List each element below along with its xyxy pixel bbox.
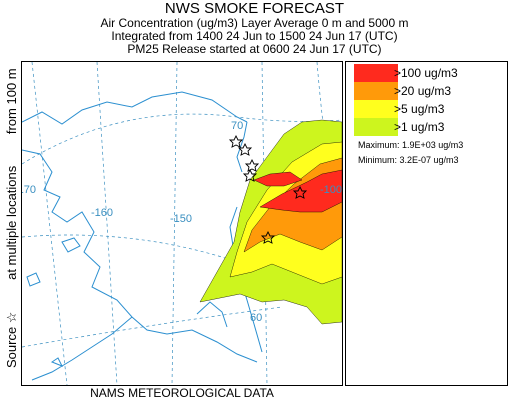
legend-item-gt5: >5 ug/m3 <box>354 100 444 118</box>
source-star-5 <box>260 230 276 244</box>
legend-item-gt1: >1 ug/m3 <box>354 118 444 136</box>
legend-label-gt100: >100 ug/m3 <box>394 66 458 80</box>
source-side-label: Source ☆ at multiple locations from 100 … <box>4 62 20 382</box>
legend-swatch-gt20 <box>354 82 398 100</box>
legend-item-gt100: >100 ug/m3 <box>354 64 458 82</box>
source-markers <box>228 134 308 244</box>
source-star-2 <box>244 158 260 172</box>
legend-swatch-gt1 <box>354 118 398 136</box>
map-title: NWS SMOKE FORECAST <box>164 0 345 17</box>
grid-labels: -170 -160 -150 -100 70 60 <box>22 120 342 324</box>
lat-label-60: 60 <box>250 312 262 324</box>
coastline <box>22 91 263 381</box>
lon-label-160: -160 <box>91 207 113 219</box>
source-star-6 <box>228 134 244 148</box>
source-star-1 <box>237 142 253 156</box>
integration-period: Integrated from 1400 24 Jun to 1500 24 J… <box>111 29 398 43</box>
smoke-plume <box>199 119 342 325</box>
lat-label-70: 70 <box>231 120 243 132</box>
lon-label-170: -170 <box>22 184 36 196</box>
minimum-value: Minimum: 3.2E-07 ug/m3 <box>358 155 459 165</box>
legend-label-gt1: >1 ug/m3 <box>394 120 445 134</box>
smoke-map: -170 -160 -150 -100 70 60 <box>22 62 342 385</box>
legend-panel: >100 ug/m3 >20 ug/m3 >5 ug/m3 >1 ug/m3 M… <box>345 61 508 386</box>
source-star-4 <box>292 185 308 199</box>
lon-label-100: -100 <box>320 184 342 196</box>
legend-swatch-gt100 <box>354 64 398 82</box>
data-source-footer: NAMS METEOROLOGICAL DATA <box>90 386 274 400</box>
locations-label: at multiple locations <box>4 165 19 280</box>
maximum-value: Maximum: 1.9E+03 ug/m3 <box>358 140 464 150</box>
lon-label-150: -150 <box>170 213 192 225</box>
height-label: from 100 m <box>4 68 19 135</box>
source-label: Source ☆ <box>4 311 19 368</box>
source-star-3 <box>242 168 258 182</box>
legend-label-gt5: >5 ug/m3 <box>394 102 445 116</box>
release-start: PM25 Release started at 0600 24 Jun 17 (… <box>127 42 382 56</box>
legend-swatch-gt5 <box>354 100 398 118</box>
legend-item-gt20: >20 ug/m3 <box>354 82 451 100</box>
concentration-subtitle: Air Concentration (ug/m3) Layer Average … <box>100 16 409 30</box>
map-panel: -170 -160 -150 -100 70 60 <box>21 61 343 386</box>
legend-label-gt20: >20 ug/m3 <box>394 84 452 98</box>
